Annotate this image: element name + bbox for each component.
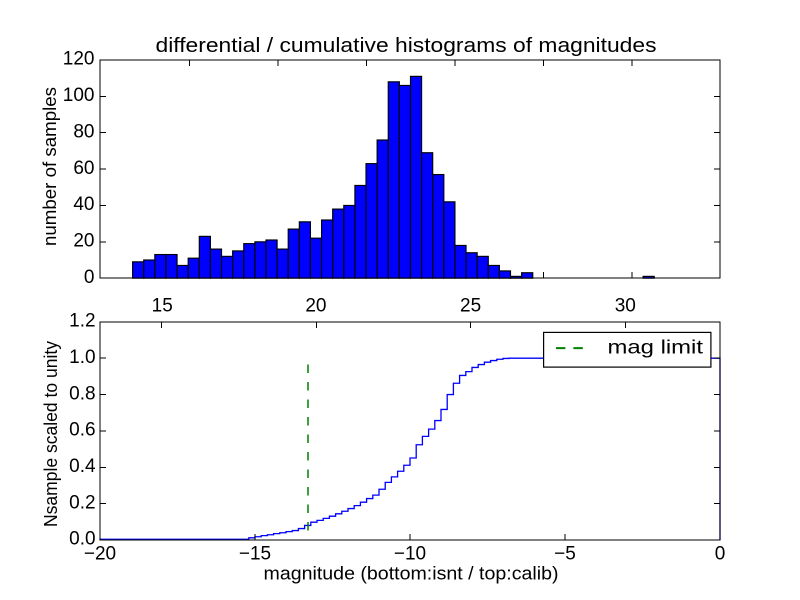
svg-text:differential / cumulative hist: differential / cumulative histograms of … (156, 34, 657, 57)
svg-text:−5: −5 (554, 544, 576, 565)
svg-text:mag limit: mag limit (608, 337, 704, 359)
svg-text:0.0: 0.0 (69, 529, 95, 550)
svg-text:0: 0 (84, 267, 95, 288)
svg-text:20: 20 (305, 296, 326, 317)
svg-text:80: 80 (73, 121, 94, 142)
svg-text:0.2: 0.2 (69, 492, 95, 513)
svg-text:1.2: 1.2 (69, 311, 95, 332)
svg-text:15: 15 (152, 296, 173, 317)
svg-text:0.6: 0.6 (69, 420, 95, 441)
svg-text:number of samples: number of samples (39, 87, 60, 246)
svg-text:−10: −10 (394, 544, 426, 565)
svg-text:0.8: 0.8 (69, 383, 95, 404)
svg-text:30: 30 (615, 296, 636, 317)
svg-text:1.0: 1.0 (69, 347, 95, 368)
svg-text:25: 25 (460, 296, 481, 317)
svg-text:−20: −20 (84, 544, 116, 565)
svg-text:magnitude (bottom:isnt / top:c: magnitude (bottom:isnt / top:calib) (264, 564, 559, 584)
svg-text:40: 40 (73, 194, 94, 215)
svg-text:0.4: 0.4 (69, 456, 96, 477)
svg-text:120: 120 (63, 49, 95, 70)
svg-text:60: 60 (73, 158, 94, 179)
svg-text:20: 20 (73, 231, 94, 252)
svg-text:Nsample scaled to unity: Nsample scaled to unity (40, 340, 61, 527)
svg-text:100: 100 (63, 85, 95, 106)
svg-text:−15: −15 (239, 544, 271, 565)
svg-text:0: 0 (715, 544, 726, 565)
